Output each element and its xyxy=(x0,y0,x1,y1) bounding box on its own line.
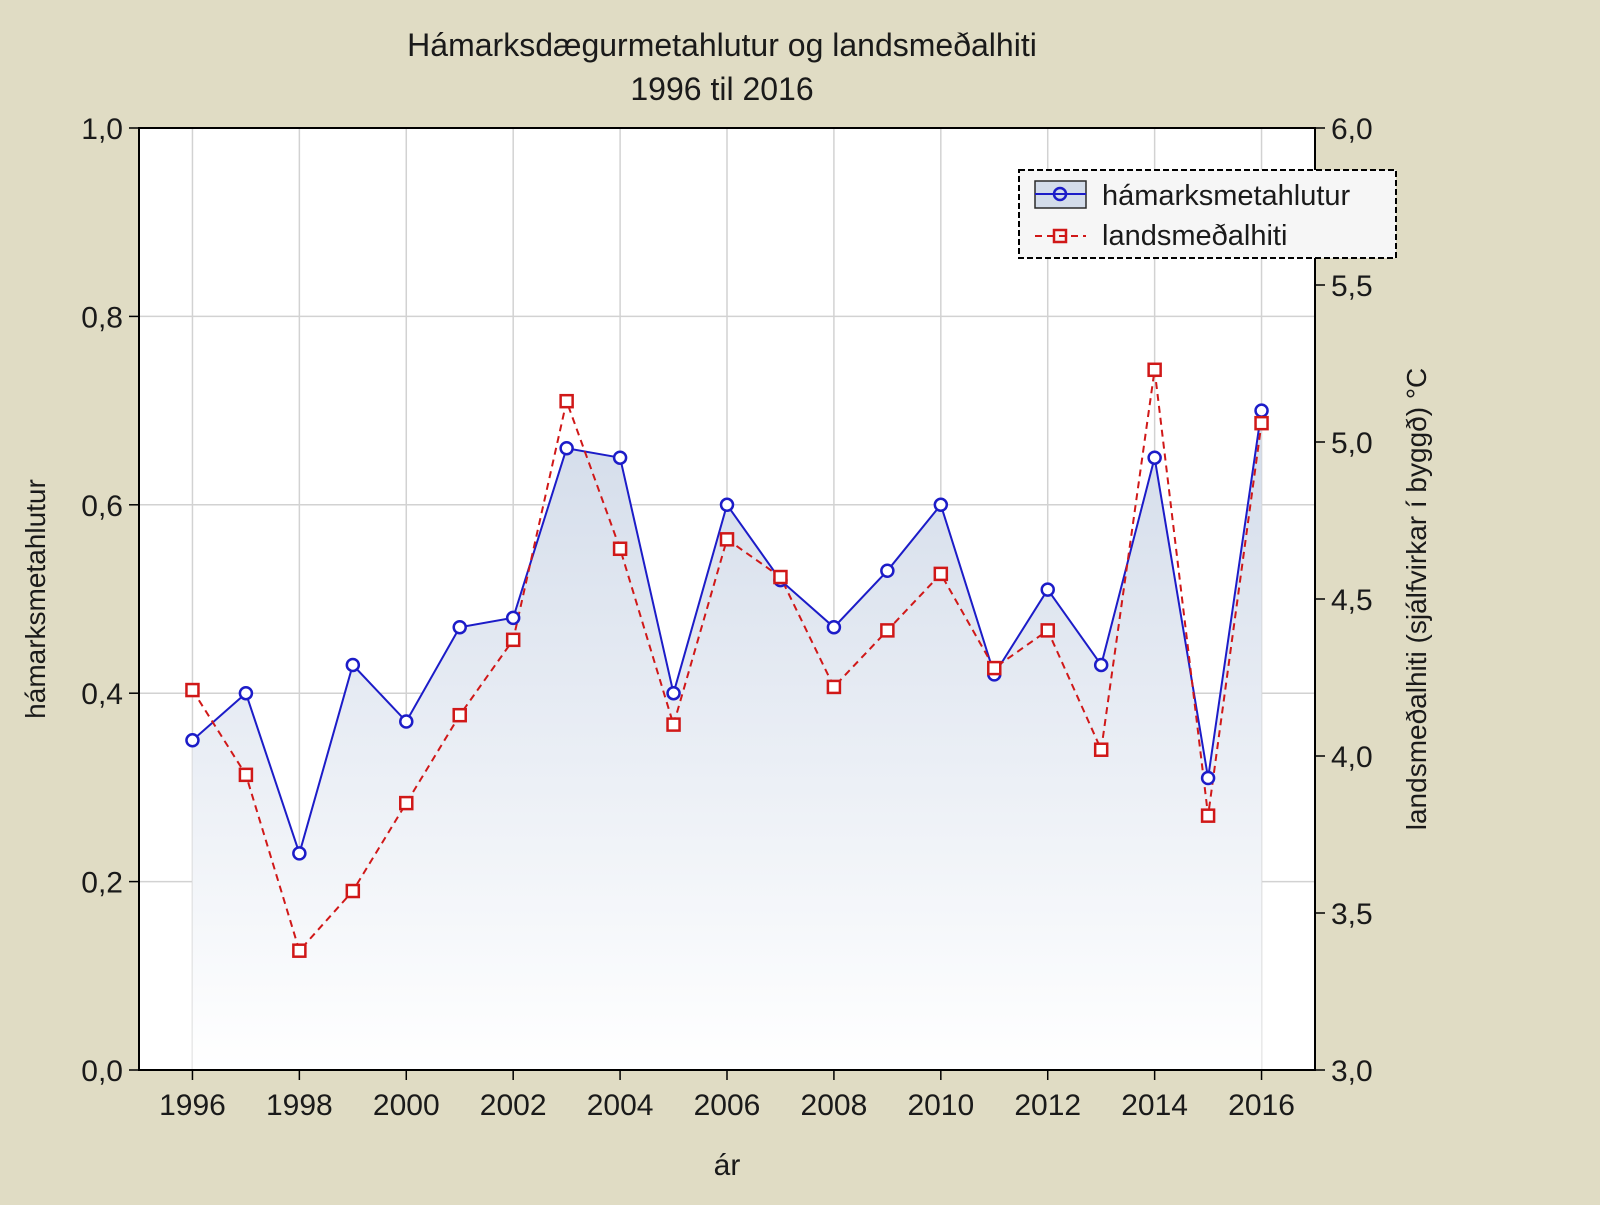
x-tick-label: 2012 xyxy=(1014,1089,1081,1122)
data-point-series-1 xyxy=(1040,582,1055,597)
ticks-layer: 1996 1998 2000 2002 2004 2006 2008 2010 2012 2014… xyxy=(81,113,1372,1122)
data-point-series-2 xyxy=(826,679,842,695)
data-point-series-1 xyxy=(1254,403,1269,418)
x-tick-label: 2002 xyxy=(480,1089,547,1122)
y-right-tick-label: 5,5 xyxy=(1331,270,1373,303)
data-point-series-1 xyxy=(933,497,949,513)
y-axis-label-left: hámarksmetahlutur xyxy=(20,479,51,719)
data-point-series-2 xyxy=(505,632,521,648)
x-tick-label: 2016 xyxy=(1228,1089,1295,1122)
x-tick-label: 2000 xyxy=(373,1089,440,1122)
data-point-series-1 xyxy=(399,714,414,729)
y-left-tick-label: 0,6 xyxy=(81,490,123,523)
data-point-series-2 xyxy=(773,569,788,585)
data-point-series-2 xyxy=(880,623,895,638)
data-point-series-1 xyxy=(612,450,628,465)
data-point-series-1 xyxy=(505,610,521,626)
markers-layer xyxy=(185,362,1269,958)
x-tick-label: 2004 xyxy=(587,1089,654,1122)
y-right-tick-label: 3,0 xyxy=(1331,1055,1373,1088)
y-right-tick-label: 6,0 xyxy=(1331,113,1373,146)
data-point-series-2 xyxy=(933,566,949,582)
data-point-series-1 xyxy=(666,685,681,701)
data-point-series-2 xyxy=(1200,808,1216,823)
legend-label-series-1: hámarksmetahlutur xyxy=(1102,180,1351,212)
y-left-tick-label: 0,0 xyxy=(81,1055,123,1088)
y-right-tick-label: 4,0 xyxy=(1331,741,1373,774)
data-point-series-2 xyxy=(1254,415,1269,431)
data-point-series-2 xyxy=(612,541,628,557)
data-point-series-2 xyxy=(666,717,681,732)
data-point-series-1 xyxy=(345,657,361,673)
data-point-series-1 xyxy=(1147,450,1162,465)
data-point-series-1 xyxy=(185,733,200,748)
x-axis-label: ár xyxy=(714,1149,741,1182)
y-right-tick-label: 5,0 xyxy=(1331,427,1373,460)
data-point-series-1 xyxy=(719,497,735,513)
y-left-tick-label: 0,4 xyxy=(81,678,123,711)
data-point-series-2 xyxy=(719,532,735,547)
data-point-series-1 xyxy=(1093,657,1109,673)
data-point-series-2 xyxy=(1147,362,1162,378)
data-point-series-2 xyxy=(292,943,307,958)
data-point-series-2 xyxy=(185,682,200,698)
data-point-series-2 xyxy=(559,393,574,409)
data-point-series-2 xyxy=(1093,742,1109,757)
data-point-series-1 xyxy=(238,685,254,701)
data-point-series-2 xyxy=(987,660,1002,676)
data-point-series-1 xyxy=(1200,770,1216,786)
x-tick-label: 1998 xyxy=(266,1089,333,1122)
x-tick-label: 1996 xyxy=(159,1089,226,1122)
area-layer xyxy=(192,410,1262,1071)
y-left-tick-label: 1,0 xyxy=(81,113,123,146)
data-point-series-2 xyxy=(399,795,414,811)
data-point-series-2 xyxy=(345,883,361,899)
legend-marker-series-1 xyxy=(1052,186,1068,202)
x-tick-label: 2008 xyxy=(801,1089,868,1122)
y-axis-label-right: landsmeðalhiti (sjálfvirkar í byggð) °C xyxy=(1401,368,1432,830)
legend-marker-series-2 xyxy=(1052,228,1068,244)
x-tick-label: 2006 xyxy=(694,1089,761,1122)
y-left-tick-label: 0,8 xyxy=(81,301,123,334)
y-right-tick-label: 3,5 xyxy=(1331,898,1373,931)
chart-title: Hámarksdægurmetahlutur og landsmeðalhiti xyxy=(407,27,1037,63)
y-right-tick-label: 4,5 xyxy=(1331,584,1373,617)
chart-subtitle: 1996 til 2016 xyxy=(630,71,813,107)
data-point-series-1 xyxy=(559,441,574,456)
data-point-series-2 xyxy=(452,707,467,723)
data-point-series-1 xyxy=(292,846,307,861)
data-point-series-2 xyxy=(238,767,254,783)
legend: hámarksmetahlutur landsmeðalhiti xyxy=(1018,169,1397,259)
data-point-series-1 xyxy=(880,563,895,578)
data-point-series-2 xyxy=(1040,623,1055,638)
x-tick-label: 2010 xyxy=(907,1089,974,1122)
data-point-series-1 xyxy=(452,620,467,635)
y-left-tick-label: 0,2 xyxy=(81,867,123,900)
x-tick-label: 2014 xyxy=(1121,1089,1188,1122)
data-point-series-1 xyxy=(826,620,842,635)
legend-label-series-2: landsmeðalhiti xyxy=(1102,220,1287,252)
area-fill-series-1 xyxy=(192,410,1262,1071)
